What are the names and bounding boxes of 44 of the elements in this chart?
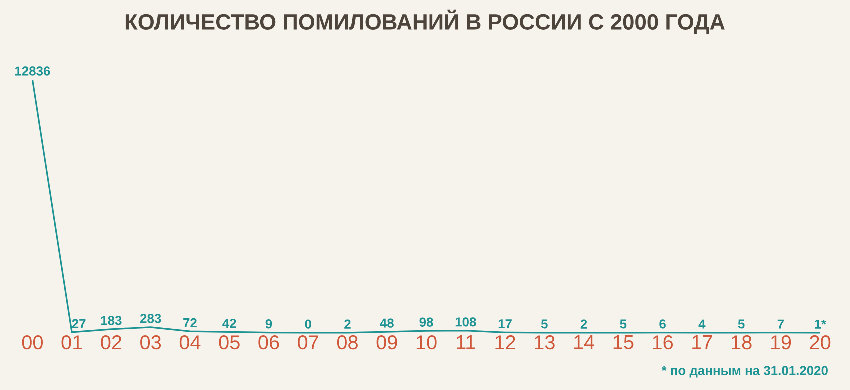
data-label: 42 xyxy=(222,319,236,328)
x-tick-label: 12 xyxy=(496,336,516,350)
x-tick-label: 00 xyxy=(22,336,43,350)
x-tick-label: 10 xyxy=(416,336,437,350)
data-label: 27 xyxy=(72,319,86,328)
data-label: 5 xyxy=(541,320,548,329)
chart-title: КОЛИЧЕСТВО ПОМИЛОВАНИЙ В РОССИИ С 2000 ГОДА xyxy=(126,10,725,34)
data-label: 6 xyxy=(660,320,666,329)
data-label: 98 xyxy=(420,318,434,327)
x-tick-label: 15 xyxy=(614,336,634,350)
x-tick-label: 14 xyxy=(574,336,595,350)
data-label: 0 xyxy=(305,320,312,329)
data-label: 9 xyxy=(266,320,272,329)
data-label: 17 xyxy=(498,320,512,329)
data-label: 183 xyxy=(101,316,122,326)
data-label: 12836 xyxy=(16,66,50,76)
x-tick-label: 03 xyxy=(140,336,162,350)
data-label: 1* xyxy=(815,320,826,329)
x-tick-label: 11 xyxy=(457,336,476,350)
x-tick-label: 17 xyxy=(692,336,712,350)
x-tick-label: 09 xyxy=(376,336,398,350)
data-label: 2 xyxy=(344,320,351,329)
x-tick-label: 16 xyxy=(653,336,673,350)
x-tick-label: 01 xyxy=(62,336,82,350)
data-label: 7 xyxy=(778,320,784,329)
data-label: 5 xyxy=(738,320,745,329)
x-tick-label: 20 xyxy=(810,336,831,350)
x-tick-label: 07 xyxy=(298,336,318,350)
data-label: 2 xyxy=(580,320,588,329)
data-label: 283 xyxy=(140,314,162,324)
x-tick-label: 02 xyxy=(101,336,122,350)
x-tick-label: 08 xyxy=(337,336,358,350)
x-tick-label: 05 xyxy=(219,336,240,350)
x-tick-label: 19 xyxy=(771,336,792,350)
data-label: 108 xyxy=(456,318,476,327)
x-tick-label: 13 xyxy=(535,336,555,350)
data-label: 72 xyxy=(184,318,197,328)
data-label: 5 xyxy=(620,320,627,329)
data-label: 4 xyxy=(698,320,706,329)
text: * по данным на 31.01.2020 xyxy=(662,366,828,378)
x-tick-label: 06 xyxy=(258,336,280,350)
x-tick-label: 18 xyxy=(732,336,752,350)
x-tick-label: 04 xyxy=(180,336,201,350)
data-label: 48 xyxy=(380,318,394,328)
